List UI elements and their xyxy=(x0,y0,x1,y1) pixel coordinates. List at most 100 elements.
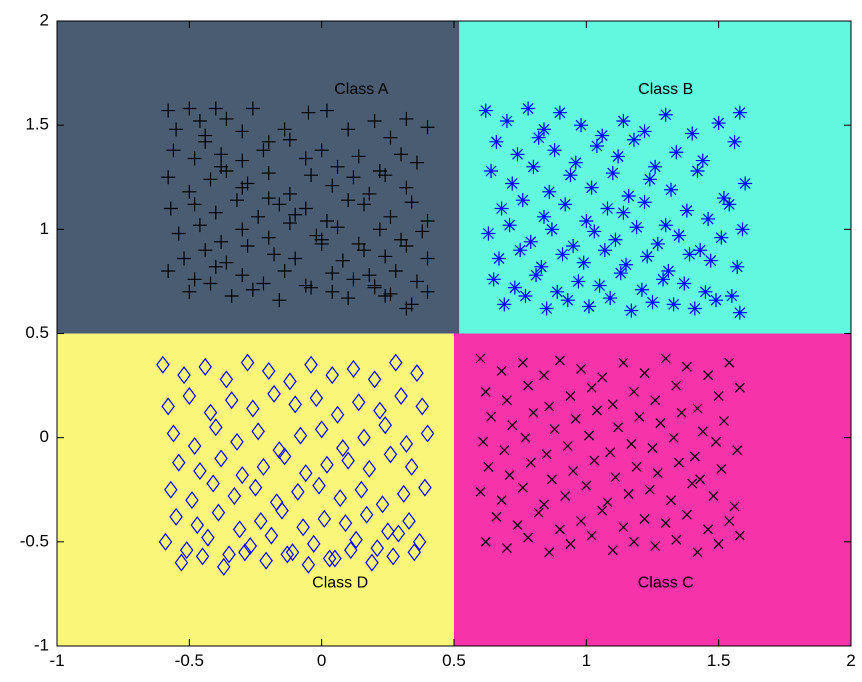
data-point xyxy=(534,259,549,274)
data-point xyxy=(415,224,430,239)
data-point xyxy=(330,405,345,424)
data-point xyxy=(682,247,697,262)
data-point xyxy=(613,422,624,433)
data-point xyxy=(235,268,250,283)
data-point xyxy=(484,164,499,178)
data-point xyxy=(645,295,660,310)
data-point xyxy=(298,151,313,166)
data-point xyxy=(523,380,534,391)
data-point xyxy=(568,155,583,170)
data-point xyxy=(576,363,586,374)
data-point xyxy=(288,395,302,414)
data-point xyxy=(528,407,539,418)
data-point xyxy=(219,111,234,126)
class-c-label: Class C xyxy=(638,575,694,592)
data-point xyxy=(618,357,629,368)
data-point xyxy=(288,207,303,222)
data-point xyxy=(629,220,644,235)
data-point xyxy=(605,166,620,181)
data-point xyxy=(724,516,735,526)
data-point xyxy=(192,114,207,128)
series-x xyxy=(475,353,745,558)
data-point xyxy=(668,432,679,443)
data-point xyxy=(365,553,379,572)
data-point xyxy=(483,461,494,472)
data-point xyxy=(404,195,419,210)
data-point xyxy=(399,239,414,253)
data-point xyxy=(533,507,544,518)
data-point xyxy=(722,197,737,212)
data-point xyxy=(547,143,562,158)
data-point xyxy=(203,403,218,422)
data-point xyxy=(182,387,197,405)
data-point xyxy=(351,149,366,164)
data-point xyxy=(211,503,226,522)
data-point xyxy=(291,482,305,501)
data-point xyxy=(623,488,634,499)
data-point xyxy=(306,534,321,553)
data-point xyxy=(161,170,176,185)
data-point xyxy=(166,143,181,158)
data-point xyxy=(475,353,486,364)
data-point xyxy=(409,155,424,170)
data-point xyxy=(195,547,210,566)
data-point xyxy=(634,411,645,422)
data-point xyxy=(566,239,581,253)
data-point xyxy=(254,512,268,530)
data-point xyxy=(703,524,714,535)
data-point xyxy=(650,236,665,251)
data-point xyxy=(565,538,576,549)
data-point xyxy=(420,284,435,299)
data-point xyxy=(701,211,716,226)
data-point xyxy=(685,126,700,141)
data-point xyxy=(727,134,742,149)
y-tick-label: 2 xyxy=(40,10,49,29)
data-point xyxy=(299,464,313,483)
data-point xyxy=(703,253,718,268)
data-point xyxy=(259,551,273,570)
data-point xyxy=(581,480,592,491)
data-point xyxy=(224,289,239,303)
data-point xyxy=(658,218,673,233)
data-point xyxy=(383,286,398,301)
data-point xyxy=(251,422,265,441)
data-point xyxy=(520,432,531,443)
data-point xyxy=(420,424,435,443)
data-point xyxy=(563,168,578,183)
data-point xyxy=(626,132,641,147)
data-point xyxy=(351,236,366,251)
data-point xyxy=(349,530,363,549)
data-point xyxy=(523,532,534,543)
y-tick-label: 0 xyxy=(40,427,49,446)
data-point xyxy=(560,491,571,501)
data-point xyxy=(716,463,727,474)
data-point xyxy=(182,101,197,116)
data-point xyxy=(613,266,628,281)
data-point xyxy=(229,193,244,208)
data-point xyxy=(513,243,528,258)
data-point xyxy=(619,257,634,272)
data-point xyxy=(328,549,342,568)
data-point xyxy=(314,420,329,439)
data-point xyxy=(341,291,356,306)
data-point xyxy=(394,387,408,405)
data-point xyxy=(478,436,489,447)
data-point xyxy=(272,293,287,308)
y-axis: -1 -0.5 0 0.5 1 1.5 2 xyxy=(20,10,851,654)
data-point xyxy=(637,124,652,139)
data-point xyxy=(169,507,183,526)
class-a-region xyxy=(57,21,460,334)
x-tick-label: -1 xyxy=(49,651,64,670)
data-point xyxy=(571,274,586,289)
series-plus xyxy=(161,101,435,316)
data-point xyxy=(481,226,496,241)
data-point xyxy=(507,420,518,431)
data-point xyxy=(208,205,223,220)
data-point xyxy=(714,230,729,245)
class-d-label: Class D xyxy=(312,575,368,592)
data-point xyxy=(541,449,552,460)
data-point xyxy=(499,445,510,456)
y-tick-label: 1 xyxy=(40,219,49,238)
data-point xyxy=(182,184,197,199)
data-point xyxy=(554,355,565,366)
